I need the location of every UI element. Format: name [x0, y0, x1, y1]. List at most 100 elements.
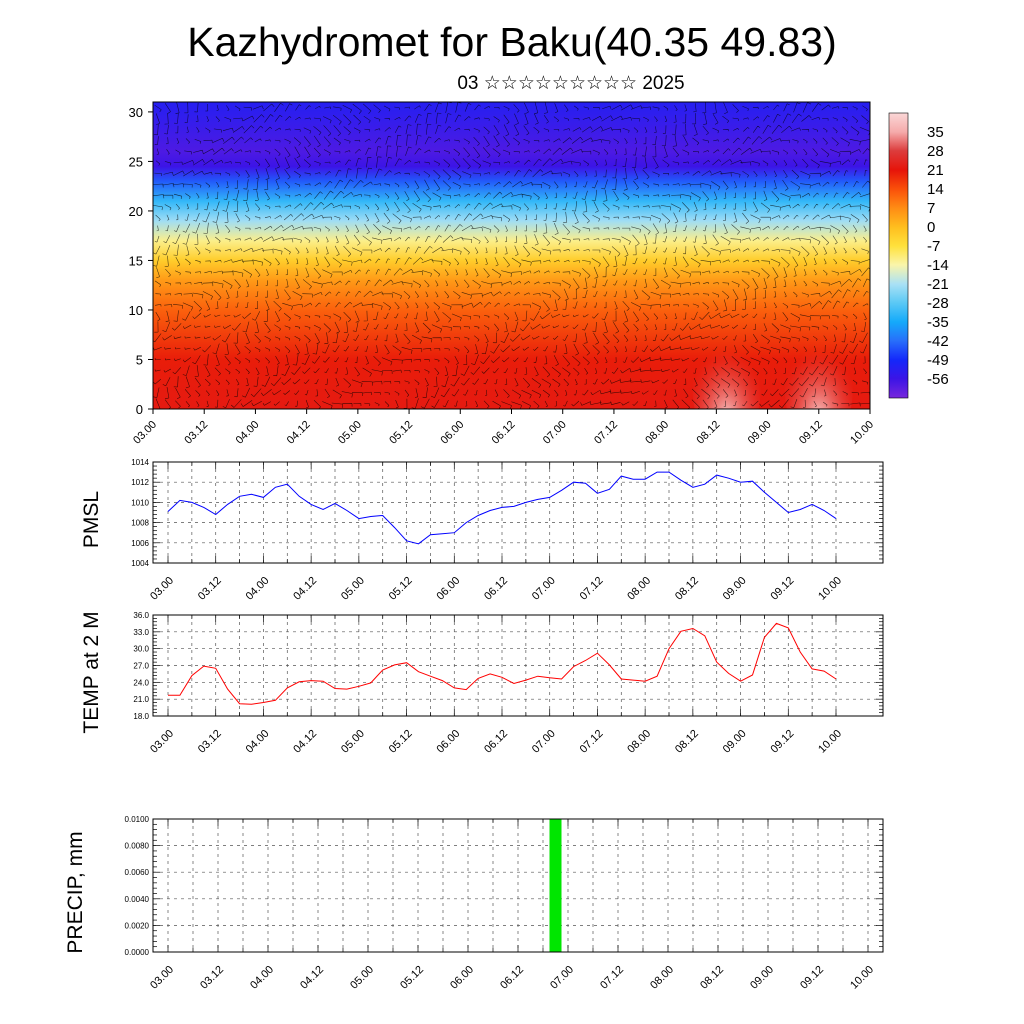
- x-tick-label: 05.12: [387, 575, 415, 603]
- hot-spots: [692, 331, 853, 409]
- y-tick-label: 0.0020: [125, 921, 150, 930]
- x-tick-label: 03.12: [182, 419, 210, 447]
- x-tick-label: 08.00: [648, 964, 676, 992]
- x-tick-label: 04.12: [298, 964, 326, 992]
- x-tick-label: 08.12: [673, 575, 701, 603]
- x-tick-label: 10.00: [816, 575, 844, 603]
- colorbar-label: 28: [927, 143, 944, 160]
- x-tick-label: 06.00: [438, 419, 466, 447]
- x-tick-label: 08.00: [625, 575, 653, 603]
- x-tick-label: 09.00: [748, 964, 776, 992]
- x-tick-label: 06.00: [434, 575, 462, 603]
- y-tick-label: 1006: [131, 539, 149, 548]
- x-tick-label: 09.12: [798, 964, 826, 992]
- x-tick-label: 10.00: [848, 964, 876, 992]
- x-tick-label: 08.12: [695, 419, 723, 447]
- pmsl-ylabel: PMSL: [80, 491, 103, 548]
- y-tick-label: 10: [129, 303, 143, 318]
- x-tick-label: 06.12: [482, 728, 510, 756]
- pmsl-frame: [152, 461, 884, 564]
- x-tick-label: 04.00: [248, 964, 276, 992]
- precip-grid: [153, 819, 883, 952]
- colorbar-label: -56: [927, 371, 949, 388]
- x-tick-label: 09.00: [746, 419, 774, 447]
- colorbar-label: -21: [927, 276, 949, 293]
- x-tick-label: 09.00: [721, 728, 749, 756]
- y-tick-label: 0.0080: [125, 842, 150, 851]
- page-title: Kazhydromet for Baku(40.35 49.83): [187, 19, 837, 65]
- colorbar: [888, 112, 909, 399]
- hot-spot: [692, 331, 761, 409]
- colorbar-label: 35: [927, 124, 944, 141]
- x-tick-label: 07.00: [541, 419, 569, 447]
- colorbar-label: 14: [927, 181, 944, 198]
- x-tick-label: 09.00: [721, 575, 749, 603]
- x-tick-label: 03.12: [196, 728, 224, 756]
- x-tick-label: 04.12: [291, 728, 319, 756]
- x-tick-label: 04.00: [244, 728, 272, 756]
- y-tick-label: 18.0: [133, 712, 149, 721]
- temp-ylabel: TEMP at 2 M: [80, 611, 103, 733]
- x-tick-label: 03.12: [198, 964, 226, 992]
- x-tick-label: 06.12: [482, 575, 510, 603]
- precip-ylabel: PRECIP, mm: [64, 831, 87, 953]
- x-tick-label: 04.12: [291, 575, 319, 603]
- y-tick-label: 1004: [131, 559, 149, 568]
- x-tick-label: 04.12: [285, 419, 313, 447]
- y-tick-label: 1008: [131, 519, 149, 528]
- x-tick-label: 05.00: [339, 728, 367, 756]
- page-subtitle: 03 ☆☆☆☆☆☆☆☆☆ 2025: [457, 73, 685, 94]
- colorbar-label: -14: [927, 257, 949, 274]
- y-tick-label: 25: [129, 154, 143, 169]
- heatmap-field: [153, 102, 870, 409]
- y-tick-label: 0: [136, 402, 143, 417]
- x-tick-label: 10.00: [848, 419, 876, 447]
- x-tick-label: 08.12: [673, 728, 701, 756]
- temp-grid: [153, 615, 883, 716]
- x-tick-label: 03.00: [148, 964, 176, 992]
- precip-bar: [549, 819, 562, 952]
- x-tick-label: 07.12: [592, 419, 620, 447]
- x-tick-label: 03.12: [196, 575, 224, 603]
- temp-series-line: [168, 622, 837, 705]
- colorbar-label: 0: [927, 219, 935, 236]
- colorbar-label: 7: [927, 200, 935, 217]
- x-tick-label: 06.00: [434, 728, 462, 756]
- x-tick-label: 09.12: [768, 728, 796, 756]
- x-tick-label: 06.12: [490, 419, 518, 447]
- y-tick-label: 30.0: [133, 645, 149, 654]
- x-tick-label: 03.00: [148, 575, 176, 603]
- x-tick-label: 07.00: [530, 575, 558, 603]
- x-tick-label: 07.12: [578, 575, 606, 603]
- y-tick-label: 33.0: [133, 628, 149, 637]
- x-tick-label: 05.12: [398, 964, 426, 992]
- y-tick-label: 36.0: [133, 611, 149, 620]
- x-tick-label: 05.12: [387, 728, 415, 756]
- y-tick-label: 0.0060: [125, 868, 150, 877]
- colorbar-label: 21: [927, 162, 944, 179]
- x-tick-label: 07.00: [548, 964, 576, 992]
- x-tick-label: 04.00: [234, 419, 262, 447]
- y-tick-label: 30: [129, 105, 143, 120]
- x-tick-label: 08.12: [698, 964, 726, 992]
- x-tick-label: 06.00: [448, 964, 476, 992]
- y-tick-label: 1014: [131, 458, 149, 467]
- y-tick-label: 24.0: [133, 678, 149, 687]
- pmsl-series-line: [167, 471, 837, 545]
- pmsl-background: [153, 462, 883, 563]
- y-tick-label: 1012: [131, 478, 149, 487]
- y-tick-label: 20: [129, 204, 143, 219]
- y-tick-label: 5: [136, 352, 143, 367]
- y-tick-label: 0.0040: [125, 895, 150, 904]
- colorbar-label: -42: [927, 333, 949, 350]
- pmsl-grid: [153, 462, 883, 563]
- y-tick-label: 21.0: [133, 695, 149, 704]
- x-tick-label: 04.00: [244, 575, 272, 603]
- x-tick-label: 07.12: [578, 728, 606, 756]
- y-tick-label: 1010: [131, 498, 149, 507]
- hot-spot: [784, 331, 853, 409]
- x-tick-label: 08.00: [643, 419, 671, 447]
- y-tick-label: 27.0: [133, 662, 149, 671]
- y-tick-label: 0.0000: [125, 948, 150, 957]
